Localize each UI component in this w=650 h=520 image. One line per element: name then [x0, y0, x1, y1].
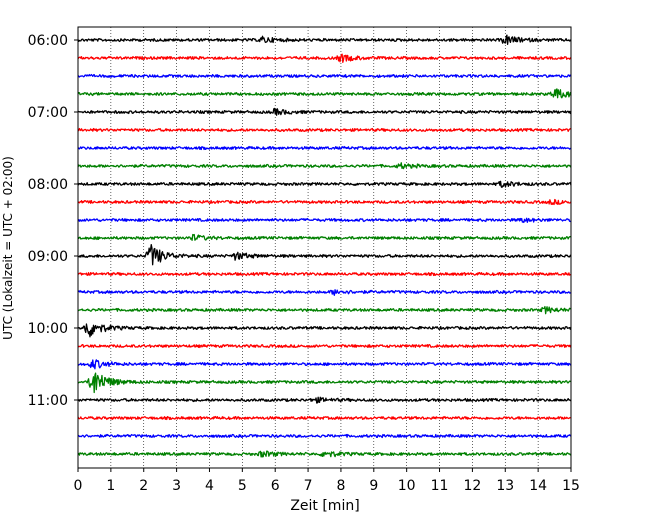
trace-07-15 [77, 127, 572, 133]
x-axis-ticks: 0 1 2 3 4 5 6 7 8 9 10 11 12 13 14 15 [74, 468, 580, 494]
trace-09-45 [77, 305, 572, 315]
x-tick-label: 14 [529, 478, 547, 494]
x-tick-label: 13 [496, 478, 514, 494]
y-tick-label: 08:00 [28, 177, 68, 193]
trace-06-30 [77, 73, 572, 79]
trace-07-45 [77, 162, 572, 170]
x-tick-label: 5 [238, 478, 247, 494]
trace-06-15 [77, 53, 572, 63]
x-tick-label: 0 [74, 478, 83, 494]
trace-11-00 [77, 396, 572, 404]
x-tick-label: 4 [205, 478, 214, 494]
plot-frame [77, 26, 572, 469]
y-tick-label: 10:00 [28, 321, 68, 337]
x-tick-label: 12 [463, 478, 481, 494]
trace-11-15 [77, 415, 572, 421]
x-axis-label: Zeit [min] [290, 498, 359, 514]
y-tick-label: 06:00 [28, 33, 68, 49]
trace-08-15 [77, 198, 572, 206]
trace-07-00 [77, 107, 572, 116]
x-tick-label: 10 [398, 478, 416, 494]
x-tick-label: 11 [431, 478, 449, 494]
x-tick-label: 2 [139, 478, 148, 494]
x-tick-label: 7 [304, 478, 313, 494]
trace-09-15 [77, 271, 572, 277]
trace-10-45 [77, 372, 572, 394]
x-tick-label: 1 [106, 478, 115, 494]
trace-08-00 [77, 180, 572, 189]
x-tick-label: 15 [562, 478, 580, 494]
trace-10-30 [77, 359, 572, 370]
trace-11-30 [77, 433, 572, 439]
x-tick-label: 8 [336, 478, 345, 494]
trace-07-30 [77, 145, 572, 151]
trace-08-45 [77, 233, 572, 241]
x-tick-label: 9 [369, 478, 378, 494]
trace-11-45 [77, 450, 572, 458]
trace-10-00 [77, 323, 572, 338]
trace-09-00 [77, 243, 572, 266]
x-tick-label: 3 [172, 478, 181, 494]
y-tick-label: 09:00 [28, 249, 68, 265]
trace-10-15 [77, 343, 572, 349]
trace-08-30 [77, 217, 572, 224]
seismic-traces [77, 34, 572, 458]
trace-06-00 [77, 34, 572, 45]
y-axis-label: UTC (Lokalzeit = UTC + 02:00) [1, 156, 15, 340]
trace-09-30 [77, 289, 572, 296]
trace-06-45 [77, 88, 572, 99]
x-tick-label: 6 [271, 478, 280, 494]
y-tick-label: 07:00 [28, 105, 68, 121]
y-tick-label: 11:00 [28, 393, 68, 409]
y-axis-ticks: 06:00 07:00 08:00 09:00 10:00 11:00 [28, 33, 78, 409]
